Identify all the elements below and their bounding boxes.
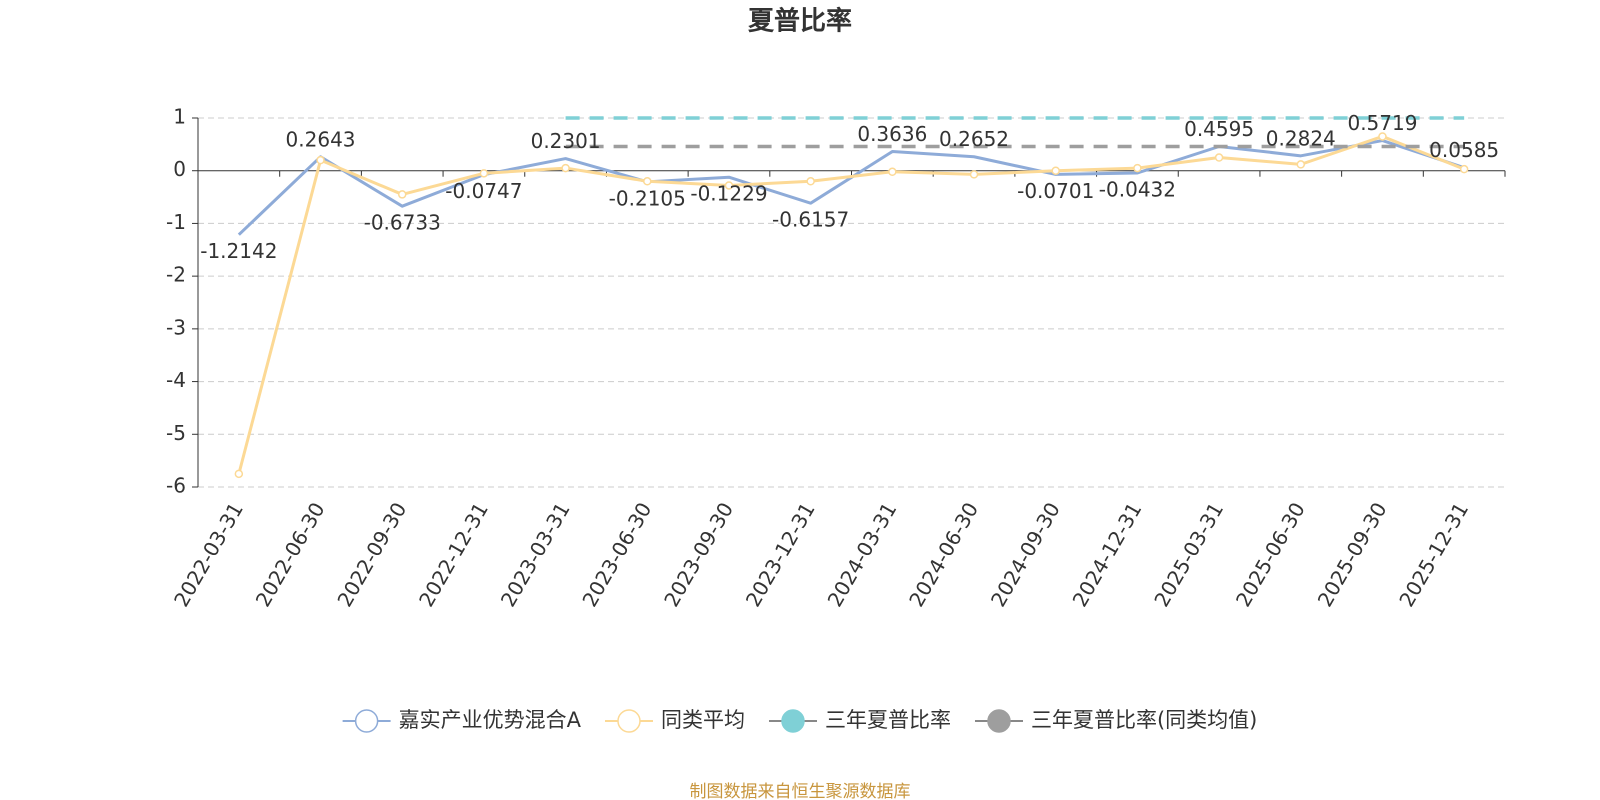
- point: [724, 181, 734, 190]
- data-label: 0.2652: [939, 127, 1009, 151]
- point: [643, 177, 652, 186]
- data-label: 0.2301: [531, 129, 601, 153]
- point: [1214, 153, 1224, 162]
- point: [561, 163, 570, 173]
- x-tick-label: 2024-06-30: [904, 498, 983, 611]
- y-tick-label: 1: [173, 105, 186, 129]
- data-label: -1.2142: [200, 239, 277, 263]
- legend-label: 三年夏普比率(同类均值): [1031, 708, 1257, 732]
- x-tick-label: 2025-06-30: [1231, 498, 1310, 611]
- x-tick-label: 2022-03-31: [169, 498, 248, 611]
- y-tick-label: -2: [166, 263, 186, 287]
- source-note: 制图数据来自恒生聚源数据库: [690, 782, 911, 800]
- data-label: 0.4595: [1184, 117, 1254, 141]
- x-tick-label: 2024-12-31: [1068, 498, 1147, 611]
- x-tick-label: 2024-09-30: [986, 498, 1065, 611]
- x-tick-label: 2023-03-31: [496, 498, 575, 611]
- data-label: 0.3636: [857, 122, 927, 146]
- data-label: -0.6157: [772, 208, 849, 232]
- point: [888, 167, 897, 177]
- data-label: 0.2824: [1266, 126, 1336, 150]
- series-line: [237, 134, 1465, 475]
- legend-label: 三年夏普比率: [825, 708, 951, 732]
- x-tick-label: 2023-06-30: [577, 498, 656, 611]
- legend-label: 同类平均: [661, 708, 745, 732]
- chart-title: 夏普比率: [748, 6, 852, 37]
- point: [397, 190, 407, 199]
- point: [1378, 132, 1387, 141]
- legend-icon: [617, 709, 641, 733]
- x-tick-label: 2023-09-30: [659, 498, 738, 611]
- y-tick-label: 0: [173, 157, 186, 181]
- y-tick-label: -4: [166, 368, 186, 392]
- y-tick-label: -1: [166, 210, 186, 234]
- y-tick-label: -5: [166, 421, 186, 445]
- legend-label: 嘉实产业优势混合A: [399, 708, 582, 732]
- y-tick-label: -6: [166, 474, 186, 498]
- point: [316, 155, 325, 165]
- legend-icon: [781, 709, 805, 733]
- point: [1459, 164, 1469, 174]
- data-label: 0.5719: [1347, 111, 1417, 135]
- point: [1133, 163, 1142, 173]
- point: [479, 169, 489, 178]
- point: [1296, 160, 1306, 169]
- x-tick-label: 2022-09-30: [332, 498, 411, 611]
- x-tick-label: 2022-12-31: [414, 498, 493, 611]
- legend: 嘉实产业优势混合A 同类平均 三年夏普比率 三年夏普比率(同类均值): [342, 708, 1257, 733]
- data-label: -0.1229: [690, 182, 767, 206]
- y-tick-label: -3: [166, 315, 186, 339]
- data-label: -0.6733: [364, 211, 441, 235]
- x-tick-label: 2025-03-31: [1149, 498, 1228, 611]
- data-label: 0.2643: [286, 127, 356, 151]
- x-tick-label: 2024-03-31: [823, 498, 902, 611]
- data-label: -0.0747: [445, 179, 522, 203]
- data-label: -0.0701: [1017, 179, 1094, 203]
- point: [806, 177, 815, 186]
- x-tick-label: 2025-12-31: [1394, 498, 1473, 611]
- point: [969, 170, 979, 179]
- x-tick-label: 2023-12-31: [741, 498, 820, 611]
- data-label: -0.0432: [1099, 177, 1176, 201]
- x-tick-label: 2025-09-30: [1313, 498, 1392, 611]
- data-label: -0.2105: [609, 186, 686, 210]
- legend-icon: [987, 709, 1011, 733]
- point: [234, 469, 244, 479]
- data-label: 0.0585: [1429, 138, 1499, 162]
- x-tick-label: 2022-06-30: [251, 498, 330, 611]
- point: [1051, 166, 1060, 175]
- legend-icon: [354, 709, 379, 733]
